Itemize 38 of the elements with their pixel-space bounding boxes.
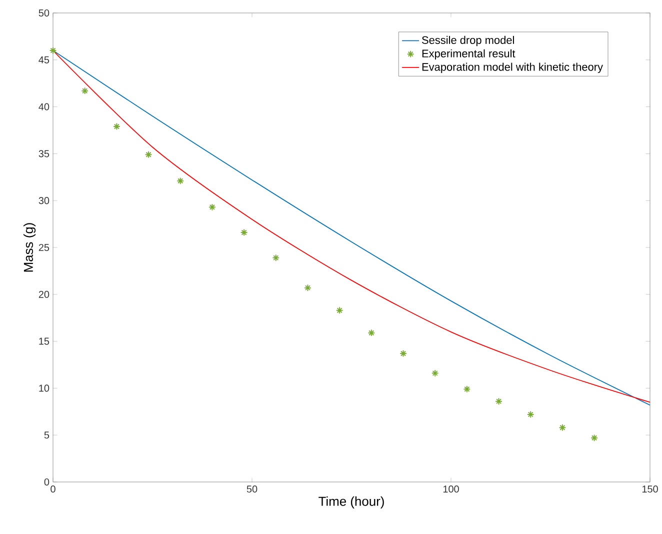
- point: [431, 369, 439, 377]
- x-tick-label: 50: [246, 486, 258, 493]
- y-tick-label: 0: [44, 478, 50, 486]
- y-tick-label: 30: [38, 197, 50, 204]
- y-tick-label: 50: [38, 9, 50, 17]
- point: [590, 434, 598, 442]
- y-tick-label: 20: [38, 290, 50, 298]
- point: [208, 203, 216, 211]
- x-tick-label: 150: [642, 486, 658, 493]
- x-axis-title: Time (hour): [318, 496, 384, 508]
- y-axis-title: Mass (g): [23, 223, 36, 272]
- y-tick-label: 5: [44, 432, 50, 439]
- point: [81, 87, 89, 95]
- y-tick-label: 35: [38, 150, 50, 158]
- x-tick-label: 0: [50, 486, 56, 493]
- legend-label: Evaporation model with kinetic theory: [422, 62, 603, 73]
- y-tick-label: 40: [38, 103, 50, 110]
- point: [304, 284, 312, 292]
- point: [463, 385, 471, 393]
- point: [526, 410, 534, 418]
- legend-label: Sessile drop model: [422, 36, 514, 46]
- point: [176, 177, 184, 185]
- point: [558, 424, 566, 432]
- point: [113, 122, 120, 130]
- point: [400, 350, 407, 358]
- point: [495, 398, 502, 406]
- point: [240, 228, 248, 236]
- x-tick-label: 100: [443, 486, 459, 493]
- point: [336, 306, 344, 314]
- y-tick-label: 25: [38, 244, 50, 252]
- y-tick-label: 45: [38, 56, 50, 64]
- legend-label: Experimental result: [422, 49, 516, 60]
- point: [144, 150, 152, 158]
- point: [272, 254, 280, 262]
- point: [49, 46, 57, 54]
- point: [368, 329, 376, 337]
- y-tick-label: 15: [39, 338, 50, 345]
- y-tick-label: 10: [39, 384, 50, 392]
